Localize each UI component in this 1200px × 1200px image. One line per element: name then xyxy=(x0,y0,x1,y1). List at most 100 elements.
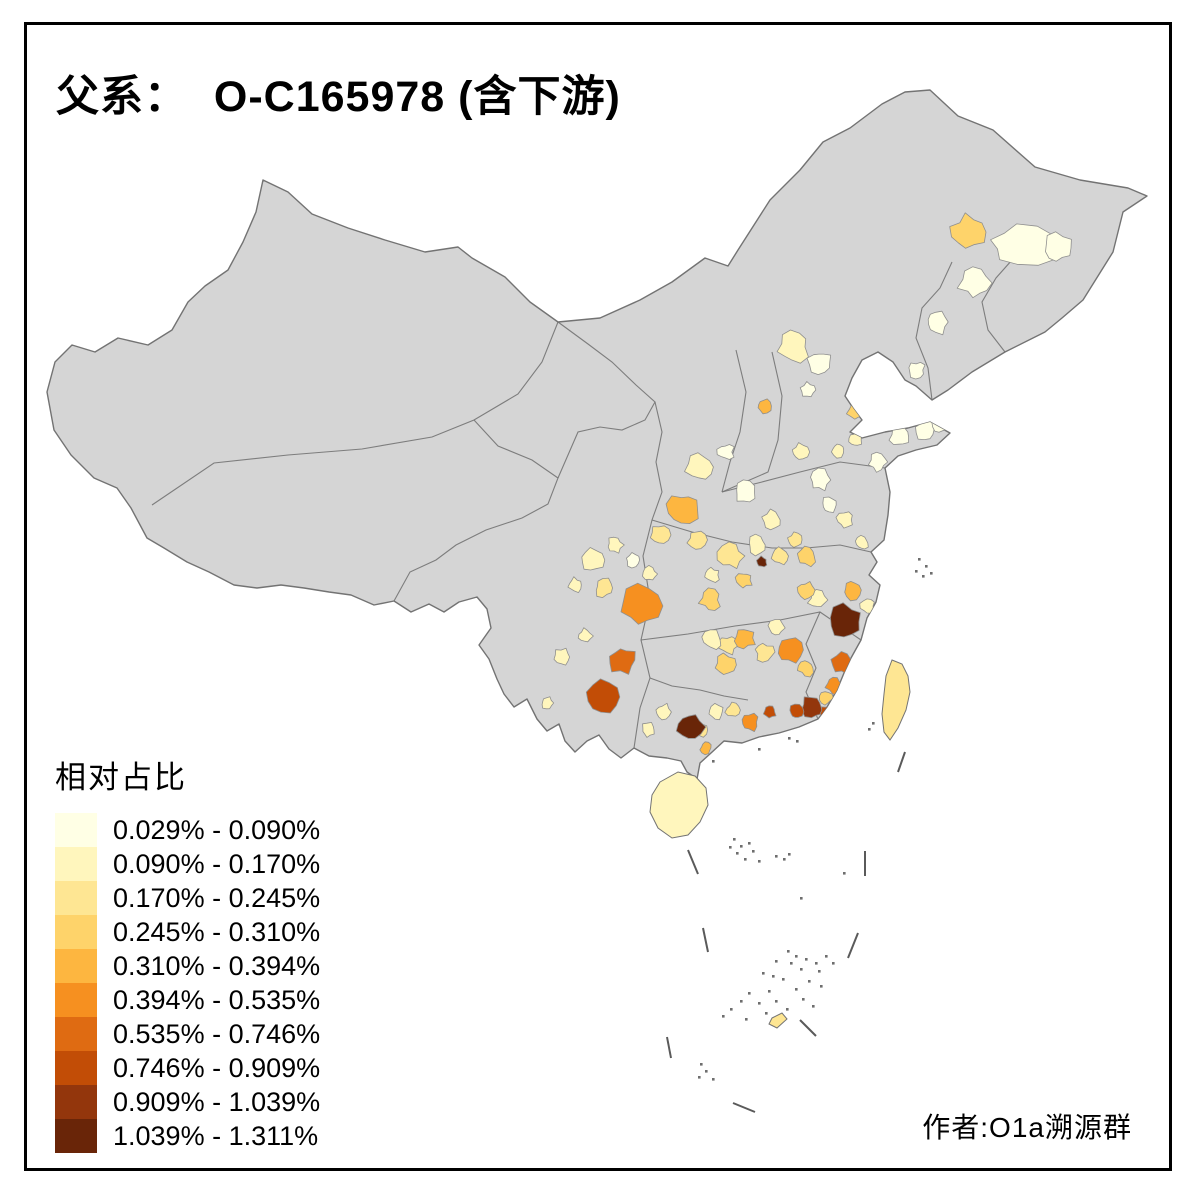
island-dot xyxy=(733,838,736,841)
legend-row: 0.394% - 0.535% xyxy=(55,983,320,1017)
island-dot xyxy=(802,998,805,1001)
region xyxy=(757,398,772,415)
island-dot xyxy=(790,962,793,965)
region xyxy=(787,531,803,548)
nine-dash-segment xyxy=(702,927,709,953)
legend-row: 0.535% - 0.746% xyxy=(55,1017,320,1051)
region xyxy=(741,712,759,732)
region xyxy=(697,587,721,611)
nine-dash-segment xyxy=(799,1019,817,1037)
nine-dash-segment xyxy=(666,1036,672,1059)
region xyxy=(791,442,811,460)
region xyxy=(716,541,746,569)
island-dot xyxy=(800,968,803,971)
legend-label: 0.090% - 0.170% xyxy=(113,849,321,879)
taiwan-island xyxy=(881,659,911,741)
region xyxy=(831,443,845,459)
region xyxy=(949,212,987,249)
region xyxy=(799,381,817,398)
legend-row: 0.746% - 0.909% xyxy=(55,1051,320,1085)
legend-swatch xyxy=(55,881,97,915)
island-dot xyxy=(825,955,828,958)
island-dot xyxy=(758,1002,761,1005)
island-dot xyxy=(775,855,778,858)
island-dot xyxy=(783,858,786,861)
island-dot xyxy=(744,858,747,861)
region xyxy=(830,602,861,638)
island-dot xyxy=(748,842,751,845)
island-dot xyxy=(740,1000,743,1003)
island-dot xyxy=(832,962,835,965)
island-dot xyxy=(722,1015,725,1018)
legend-swatch xyxy=(55,1017,97,1051)
region xyxy=(714,652,737,675)
island-dot xyxy=(745,1018,748,1021)
legend-label: 0.170% - 0.245% xyxy=(113,883,321,913)
region xyxy=(704,566,720,583)
region xyxy=(763,705,777,719)
region xyxy=(626,552,640,569)
island-dot xyxy=(812,1005,815,1008)
island-dot xyxy=(930,572,933,575)
province-border xyxy=(393,419,559,602)
island-dot xyxy=(922,575,925,578)
island-dot xyxy=(795,988,798,991)
province-border xyxy=(640,611,862,641)
province-border xyxy=(651,519,872,553)
legend-swatch xyxy=(55,915,97,949)
region xyxy=(642,722,655,738)
south-sea-islet xyxy=(768,1012,788,1029)
island-dot xyxy=(700,1063,703,1066)
region xyxy=(567,576,582,593)
island-dot xyxy=(925,565,928,568)
region xyxy=(609,648,636,675)
region xyxy=(796,581,816,600)
legend-swatch xyxy=(55,847,97,881)
island-dot xyxy=(788,737,791,740)
legend: 相对占比 0.029% - 0.090% 0.090% - 0.170% 0.170… xyxy=(55,752,320,1153)
region xyxy=(754,642,776,663)
region xyxy=(686,530,708,550)
island-dot xyxy=(705,1070,708,1073)
region xyxy=(844,581,862,602)
nine-dash-segment xyxy=(687,849,699,875)
region xyxy=(607,536,625,554)
island-dot xyxy=(868,728,871,731)
island-dot xyxy=(712,1078,715,1081)
island-dot xyxy=(730,1008,733,1011)
island-dot xyxy=(748,992,751,995)
region xyxy=(797,545,816,568)
province-border xyxy=(151,321,559,506)
island-dot xyxy=(762,972,765,975)
island-dot xyxy=(775,960,778,963)
page-title: 父系： O-C165978 (含下游) xyxy=(56,73,621,121)
island-dot xyxy=(787,950,790,953)
island-dot xyxy=(818,970,821,973)
legend-rows: 0.029% - 0.090% 0.090% - 0.170% 0.170% - 0… xyxy=(55,813,320,1153)
region xyxy=(855,534,869,550)
island-dot xyxy=(815,962,818,965)
province-border xyxy=(721,351,783,493)
legend-swatch xyxy=(55,1119,97,1153)
region xyxy=(770,546,789,566)
region xyxy=(806,353,832,375)
region xyxy=(1045,231,1072,262)
legend-label: 0.310% - 0.394% xyxy=(113,951,321,981)
island-dot xyxy=(843,872,846,875)
region xyxy=(848,432,862,446)
region xyxy=(761,508,781,531)
legend-label: 0.746% - 0.909% xyxy=(113,1053,321,1083)
island-dot xyxy=(918,558,921,561)
island-dot xyxy=(872,722,875,725)
region xyxy=(581,547,606,571)
island-dot xyxy=(740,845,743,848)
island-dot xyxy=(712,760,715,763)
island-dot xyxy=(796,740,799,743)
region xyxy=(756,555,768,568)
region xyxy=(577,627,594,643)
legend-row: 0.909% - 1.039% xyxy=(55,1085,320,1119)
region xyxy=(819,705,833,720)
region xyxy=(868,451,889,473)
region xyxy=(655,702,672,721)
